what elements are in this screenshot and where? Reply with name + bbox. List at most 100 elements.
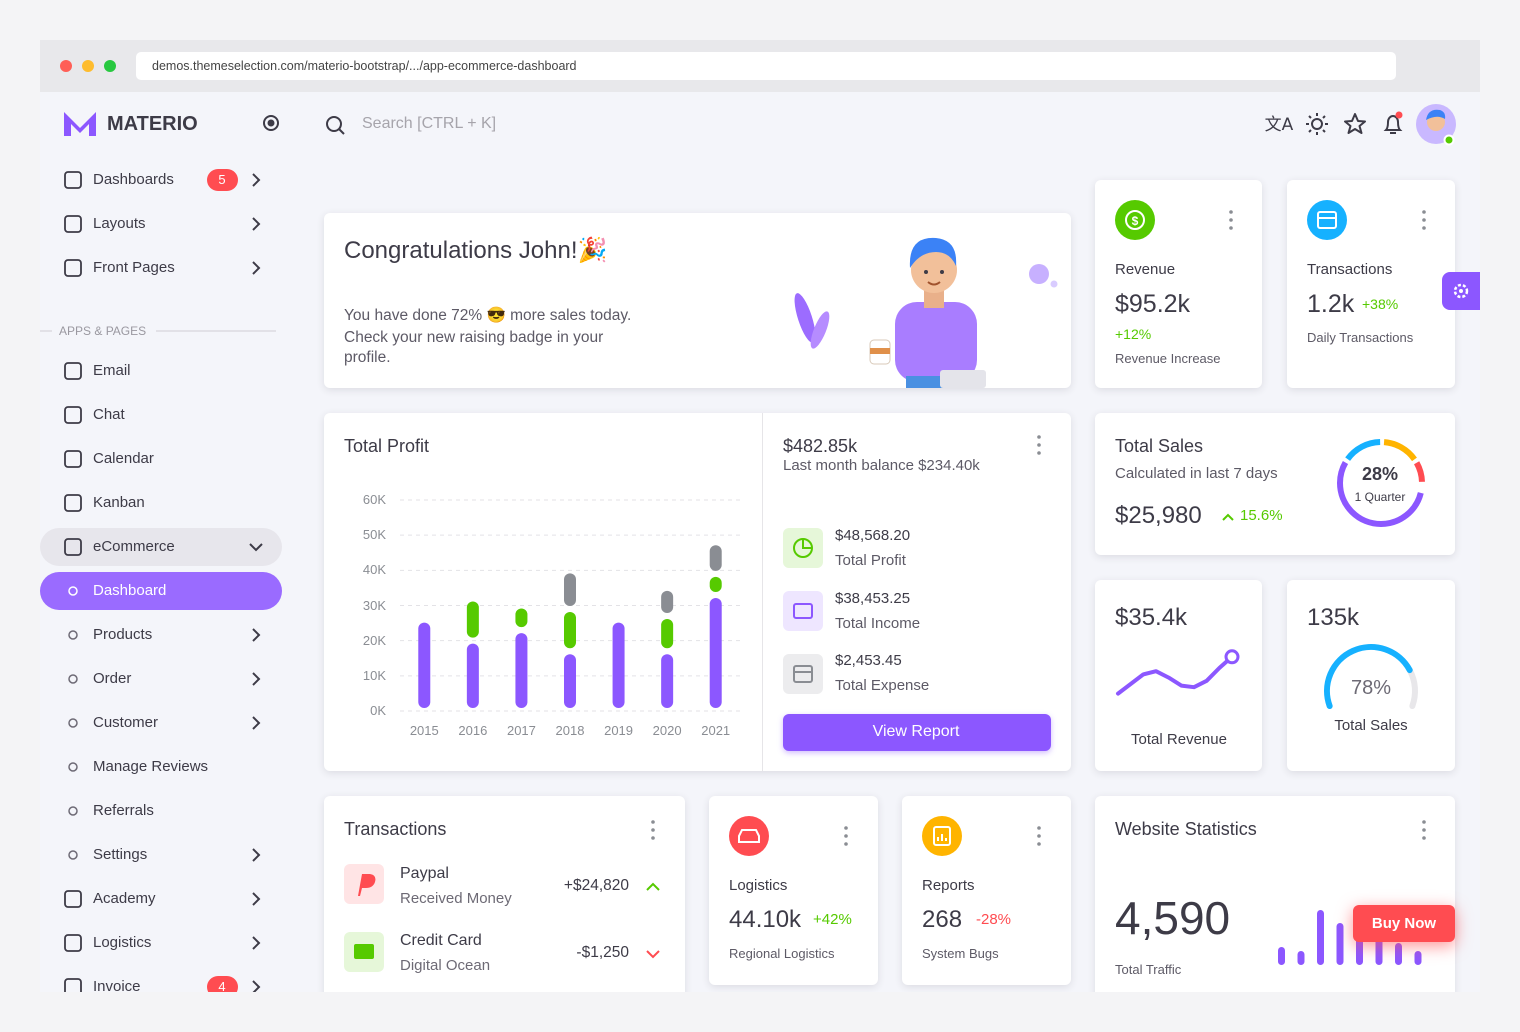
nav-item[interactable]: eCommerce <box>93 538 175 555</box>
nav-chevron <box>252 628 261 642</box>
url-bar[interactable] <box>136 52 1396 80</box>
collapse-dot <box>267 119 275 127</box>
card-menu[interactable] <box>1422 210 1426 230</box>
balloon-small <box>1050 280 1058 288</box>
ring-caption: 1 Quarter <box>1354 490 1406 504</box>
url: demos.themeselection.com/materio-bootstr… <box>152 59 577 73</box>
minimize-dot[interactable] <box>82 60 94 72</box>
nav-chevron <box>249 543 263 552</box>
search-placeholder[interactable]: Search [CTRL + K] <box>362 115 497 132</box>
nav-active-bg[interactable] <box>40 572 282 610</box>
traffic-bar <box>1395 943 1402 965</box>
card-value: 135k <box>1307 604 1360 631</box>
nav-item[interactable]: Academy <box>93 890 156 907</box>
nav-icon <box>64 171 82 189</box>
gauge-track <box>1406 667 1418 710</box>
maximize-dot[interactable] <box>104 60 116 72</box>
transactions-list-card <box>324 796 685 992</box>
nav-item[interactable]: Manage Reviews <box>93 758 209 775</box>
y-tick-label: 40K <box>362 562 386 578</box>
traffic-bar <box>1375 935 1383 965</box>
card-menu[interactable] <box>1037 435 1041 455</box>
button-label[interactable]: View Report <box>872 723 960 740</box>
revenue-icon-symbol: $ <box>1132 214 1139 228</box>
logistics-icon <box>729 816 769 856</box>
sales-gauge-card <box>1287 580 1455 771</box>
close-dot[interactable] <box>60 60 72 72</box>
nav-item[interactable]: Kanban <box>93 494 145 511</box>
card-menu[interactable] <box>1422 820 1426 840</box>
traffic-bar <box>1414 951 1422 965</box>
theme-icon[interactable] <box>1311 118 1323 130</box>
down-chevron <box>646 950 660 959</box>
nav-item[interactable]: Layouts <box>93 215 146 232</box>
item-amount: $2,453.45 <box>835 652 902 669</box>
traffic-bar <box>1336 923 1344 965</box>
notifications-icon[interactable] <box>1383 115 1403 134</box>
nav-item[interactable]: Calendar <box>93 450 154 467</box>
card-menu[interactable] <box>1229 210 1233 230</box>
nav-icon <box>64 494 82 512</box>
nav-item[interactable]: Front Pages <box>93 259 175 276</box>
x-tick-label: 2019 <box>604 723 634 738</box>
trend-end <box>1224 649 1240 665</box>
collapse-toggle[interactable] <box>263 115 279 131</box>
nav-badge <box>207 169 238 191</box>
revenue-icon <box>1115 200 1155 240</box>
paypal-icon-glyph <box>358 874 376 896</box>
item-label: Total Expense <box>835 677 930 694</box>
card-caption: Total Revenue <box>1131 731 1227 748</box>
nav-item[interactable]: Referrals <box>93 802 154 819</box>
graphics: 文A $ <box>40 104 1469 992</box>
nav-icon <box>64 934 82 952</box>
nav-open-bg[interactable] <box>40 528 282 566</box>
nav-chevron <box>252 848 261 862</box>
card-title: Website Statistics <box>1115 819 1257 839</box>
person-hair <box>909 237 957 268</box>
bar-segment <box>564 573 576 607</box>
shortcuts-icon[interactable] <box>1344 113 1366 134</box>
nav-bullet <box>68 674 78 684</box>
card-caption: Total Sales <box>1334 717 1408 734</box>
bar-segment <box>661 590 674 614</box>
nav-item[interactable]: Settings <box>93 846 148 863</box>
trend-up-arrow <box>1222 513 1234 521</box>
bar-segment <box>709 597 722 708</box>
nav-item[interactable]: Invoice <box>93 978 141 992</box>
translate-icon[interactable]: 文A <box>1265 115 1294 135</box>
x-tick-label: 2020 <box>652 723 682 738</box>
nav-bullet <box>68 586 78 596</box>
x-tick-label: 2017 <box>506 723 536 738</box>
nav-item[interactable]: Dashboard <box>93 582 167 599</box>
x-tick-label: 2021 <box>701 723 731 738</box>
nav-icon <box>64 406 82 424</box>
card-label: Logistics <box>729 877 788 894</box>
balance-caption: Last month balance $234.40k <box>783 457 980 474</box>
buy-now-button[interactable] <box>1353 905 1455 942</box>
nav-item[interactable]: Dashboards <box>93 171 174 188</box>
plant-leaf <box>810 311 830 349</box>
person-body <box>895 302 977 382</box>
card-value: $25,980 <box>1115 502 1202 529</box>
card-menu[interactable] <box>1037 826 1041 846</box>
nav-item[interactable]: Chat <box>93 406 125 423</box>
brand-logo <box>64 112 96 136</box>
ring-segment <box>1337 439 1425 527</box>
nav-item[interactable]: Products <box>93 626 153 643</box>
view-report-button[interactable] <box>783 714 1051 751</box>
nav-item[interactable]: Order <box>93 670 132 687</box>
card-change: -28% <box>976 911 1012 928</box>
nav-item[interactable]: Email <box>93 362 131 379</box>
card-menu[interactable] <box>844 826 848 846</box>
avatar-hair <box>1426 109 1446 120</box>
divider <box>762 413 763 771</box>
traffic-bar <box>1297 951 1305 965</box>
card-menu[interactable] <box>651 820 655 840</box>
balance: $482.85k <box>783 436 858 456</box>
nav-item[interactable]: Logistics <box>93 934 152 951</box>
customizer-icon <box>1453 283 1469 299</box>
nav-item[interactable]: Customer <box>93 714 159 731</box>
search-icon[interactable] <box>326 116 342 132</box>
card-subtitle: Calculated in last 7 days <box>1115 465 1278 482</box>
button-label[interactable]: Buy Now <box>1371 915 1437 932</box>
